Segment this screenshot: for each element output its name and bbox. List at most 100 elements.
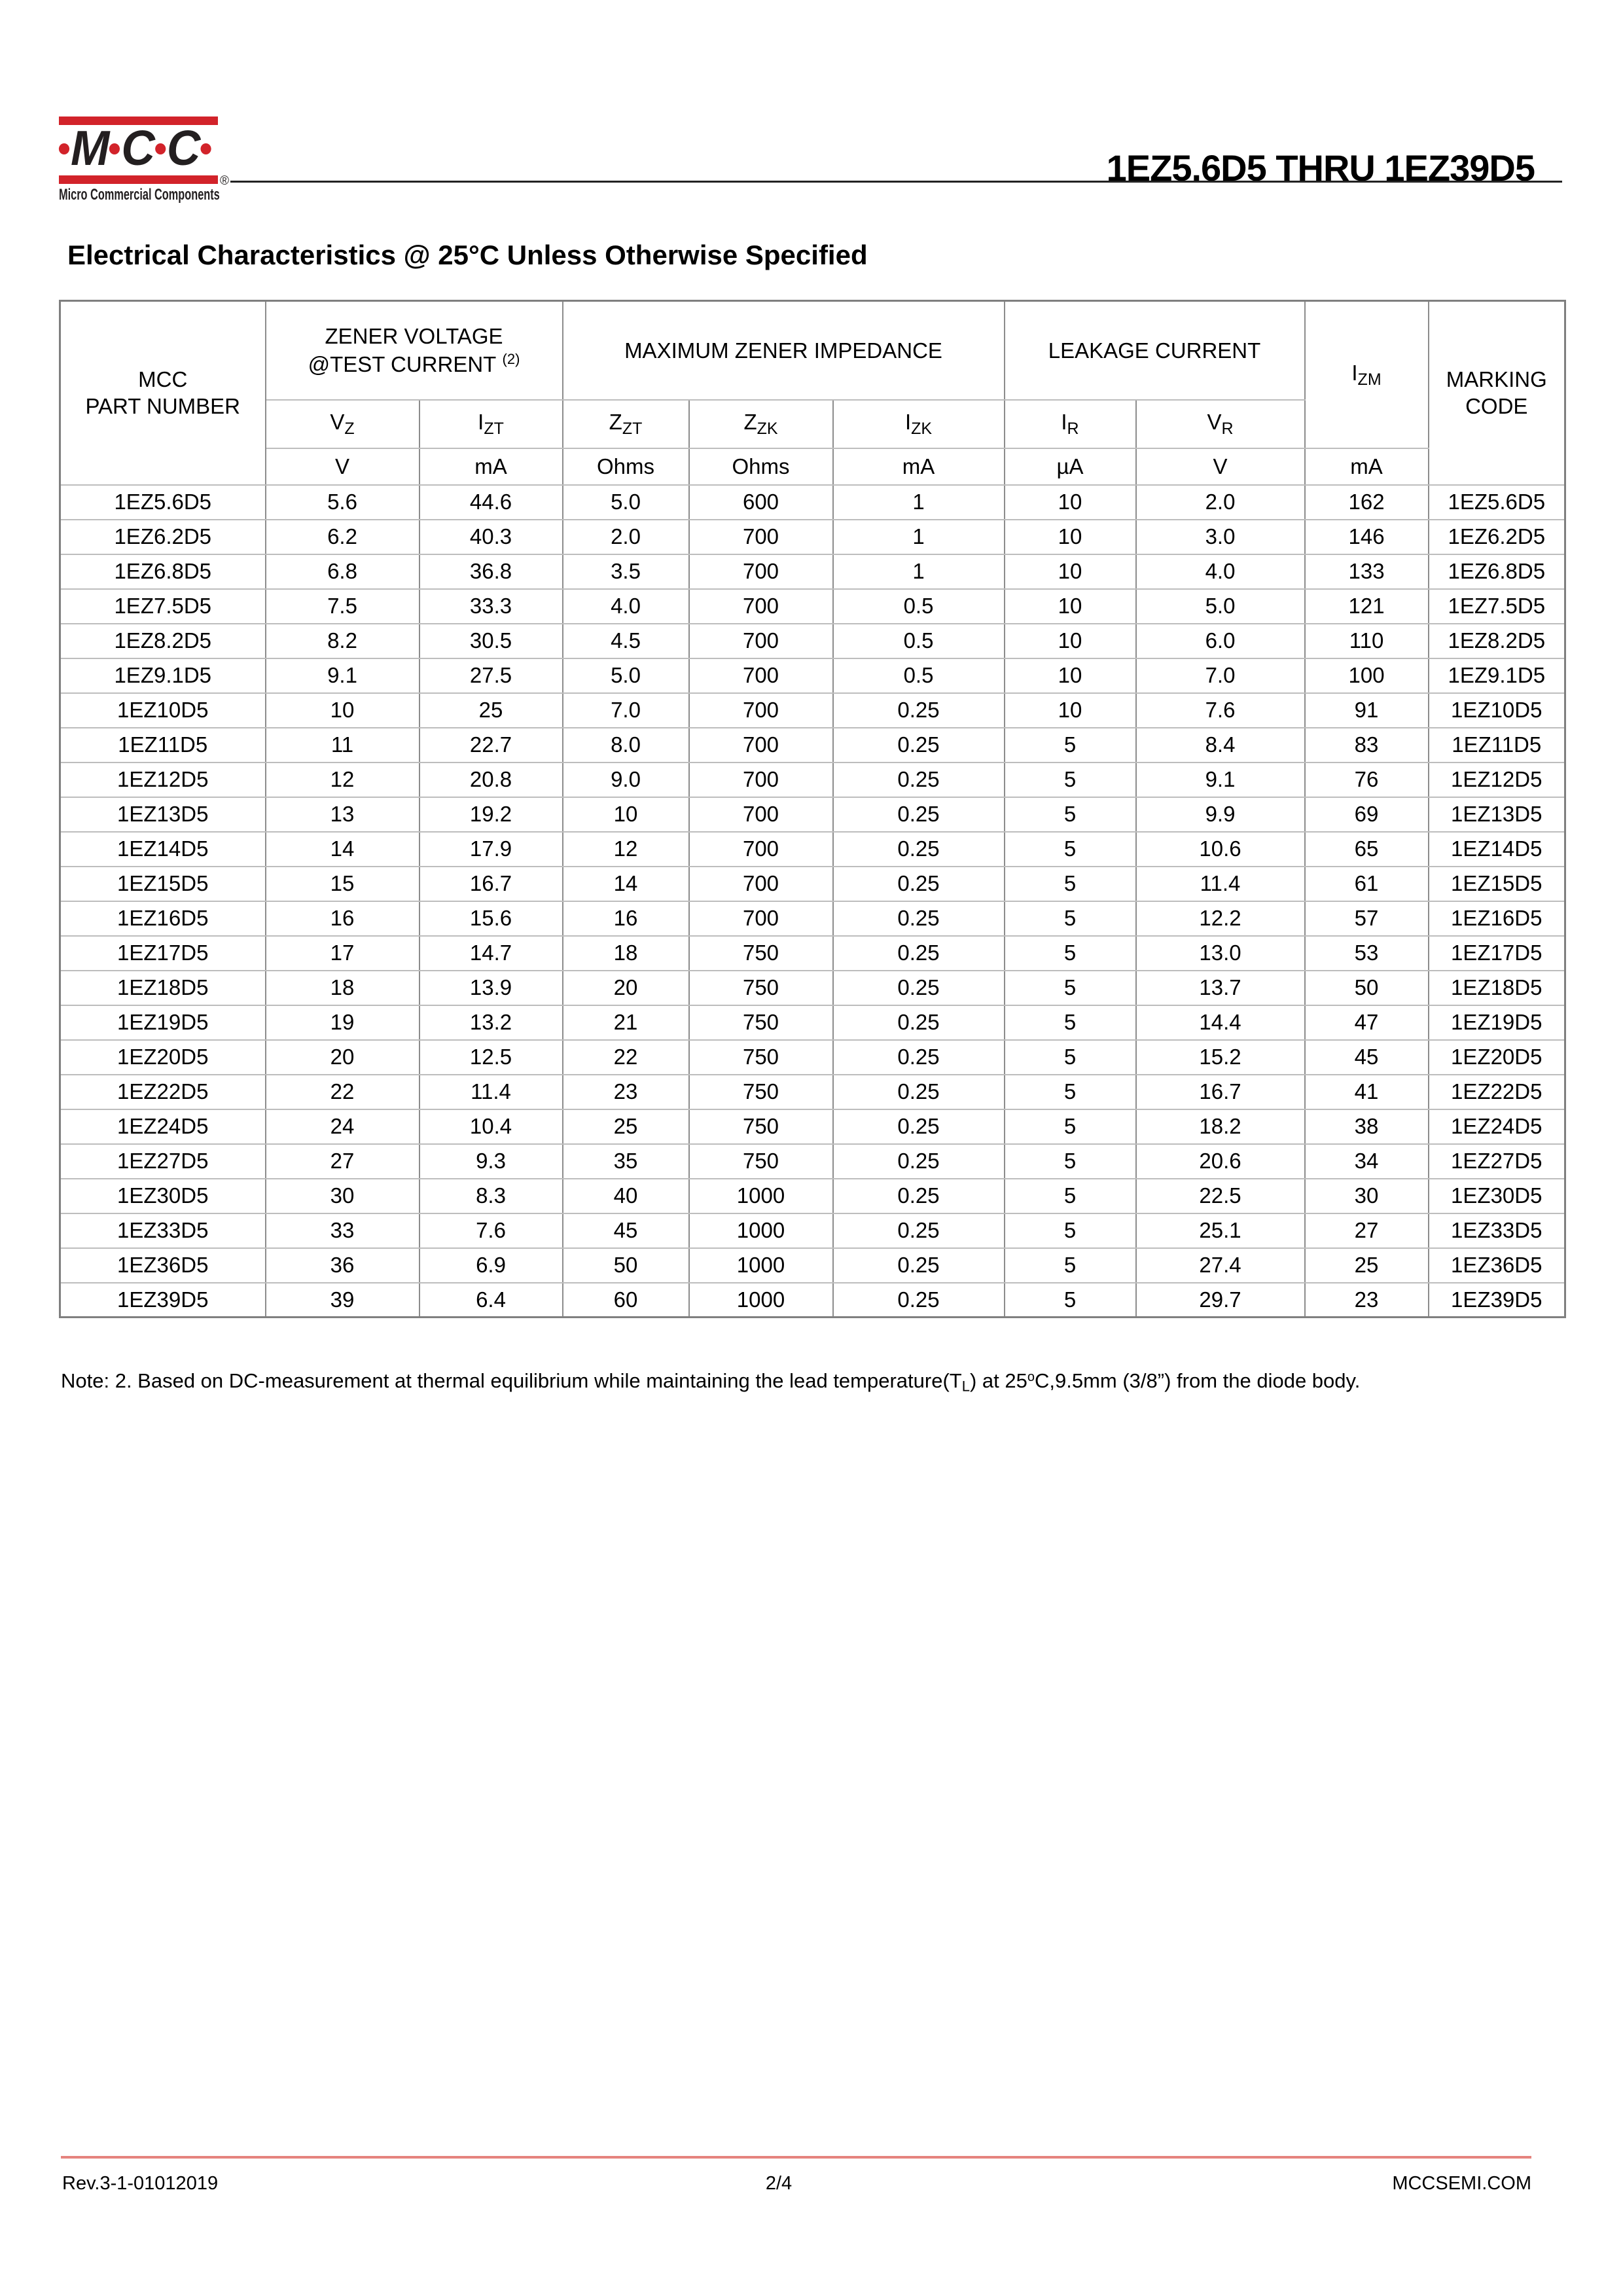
cell-ir: 10: [1003, 657, 1137, 694]
cell-izt: 11.4: [418, 1073, 563, 1110]
cell-ir: 10: [1003, 588, 1137, 624]
cell-izt: 13.9: [418, 969, 563, 1006]
unit-vr: V: [1135, 447, 1306, 486]
cell-vz: 14: [264, 831, 420, 867]
cell-vr: 5.0: [1135, 588, 1306, 624]
cell-vz: 36: [264, 1247, 420, 1283]
cell-izk: 0.25: [832, 1247, 1005, 1283]
cell-vz: 5.6: [264, 484, 420, 520]
cell-zzt: 12: [562, 831, 690, 867]
footer-revision: Rev.3-1-01012019: [62, 2173, 219, 2194]
cell-ir: 5: [1003, 900, 1137, 937]
cell-izt: 6.4: [418, 1282, 563, 1318]
cell-izk: 0.25: [832, 1282, 1005, 1318]
cell-izk: 0.5: [832, 657, 1005, 694]
unit-izk: mA: [832, 447, 1005, 486]
cell-izt: 44.6: [418, 484, 563, 520]
cell-marking-code: 1EZ39D5: [1427, 1282, 1566, 1318]
cell-vr: 8.4: [1135, 726, 1306, 763]
section-heading: Electrical Characteristics @ 25°C Unless…: [67, 240, 868, 270]
cell-zzk: 700: [688, 726, 834, 763]
table-row: 1EZ17D5 17 14.7 18 750 0.25 5 13.0 53 1E…: [59, 935, 1566, 971]
cell-vz: 9.1: [264, 657, 420, 694]
cell-izk: 1: [832, 518, 1005, 555]
cell-izk: 1: [832, 553, 1005, 590]
symbol-zzk: ZZK: [688, 399, 834, 449]
unit-zzt: Ohms: [562, 447, 690, 486]
table-row: 1EZ33D5 33 7.6 45 1000 0.25 5 25.1 27 1E…: [59, 1212, 1566, 1249]
cell-vz: 12: [264, 761, 420, 798]
cell-marking-code: 1EZ13D5: [1427, 796, 1566, 833]
cell-ir: 5: [1003, 761, 1137, 798]
cell-ir: 5: [1003, 1247, 1137, 1283]
cell-ir: 5: [1003, 1282, 1137, 1318]
cell-ir: 5: [1003, 1212, 1137, 1249]
cell-izk: 0.25: [832, 831, 1005, 867]
cell-vz: 30: [264, 1177, 420, 1214]
cell-zzk: 1000: [688, 1282, 834, 1318]
cell-zzt: 8.0: [562, 726, 690, 763]
cell-vz: 17: [264, 935, 420, 971]
cell-izk: 0.25: [832, 692, 1005, 728]
cell-izk: 0.25: [832, 1108, 1005, 1145]
cell-marking-code: 1EZ14D5: [1427, 831, 1566, 867]
cell-zzk: 700: [688, 900, 834, 937]
table-row: 1EZ5.6D5 5.6 44.6 5.0 600 1 10 2.0 162 1…: [59, 484, 1566, 520]
cell-ir: 5: [1003, 1039, 1137, 1075]
cell-marking-code: 1EZ6.8D5: [1427, 553, 1566, 590]
cell-izk: 0.25: [832, 865, 1005, 902]
cell-marking-code: 1EZ36D5: [1427, 1247, 1566, 1283]
table-row: 1EZ20D5 20 12.5 22 750 0.25 5 15.2 45 1E…: [59, 1039, 1566, 1075]
cell-zzk: 700: [688, 553, 834, 590]
col-header-izm: IZM: [1304, 300, 1429, 449]
cell-part-number: 1EZ33D5: [59, 1212, 266, 1249]
cell-zzt: 10: [562, 796, 690, 833]
cell-vz: 20: [264, 1039, 420, 1075]
cell-part-number: 1EZ15D5: [59, 865, 266, 902]
cell-marking-code: 1EZ11D5: [1427, 726, 1566, 763]
cell-zzt: 35: [562, 1143, 690, 1179]
cell-zzk: 700: [688, 831, 834, 867]
table-row: 1EZ11D5 11 22.7 8.0 700 0.25 5 8.4 83 1E…: [59, 726, 1566, 763]
symbol-vr: VR: [1135, 399, 1306, 449]
cell-izt: 6.9: [418, 1247, 563, 1283]
cell-zzt: 2.0: [562, 518, 690, 555]
col-group-leakage-current: LEAKAGE CURRENT: [1003, 300, 1306, 401]
table-row: 1EZ39D5 39 6.4 60 1000 0.25 5 29.7 23 1E…: [59, 1282, 1566, 1318]
cell-vz: 10: [264, 692, 420, 728]
cell-zzk: 700: [688, 518, 834, 555]
cell-ir: 10: [1003, 518, 1137, 555]
table-row: 1EZ9.1D5 9.1 27.5 5.0 700 0.5 10 7.0 100…: [59, 657, 1566, 694]
cell-zzt: 18: [562, 935, 690, 971]
header-group-row: MCC PART NUMBER ZENER VOLTAGE @TEST CURR…: [59, 300, 1566, 486]
cell-marking-code: 1EZ8.2D5: [1427, 622, 1566, 659]
cell-vz: 18: [264, 969, 420, 1006]
cell-vr: 3.0: [1135, 518, 1306, 555]
cell-ir: 5: [1003, 1108, 1137, 1145]
col-group-zener-voltage: ZENER VOLTAGE @TEST CURRENT (2): [264, 300, 563, 401]
cell-vr: 7.6: [1135, 692, 1306, 728]
table-row: 1EZ14D5 14 17.9 12 700 0.25 5 10.6 65 1E…: [59, 831, 1566, 867]
cell-ir: 5: [1003, 1177, 1137, 1214]
cell-vr: 25.1: [1135, 1212, 1306, 1249]
cell-izm: 23: [1304, 1282, 1429, 1318]
cell-zzt: 4.0: [562, 588, 690, 624]
cell-vz: 13: [264, 796, 420, 833]
symbol-ir: IR: [1003, 399, 1137, 449]
cell-vr: 27.4: [1135, 1247, 1306, 1283]
cell-izm: 76: [1304, 761, 1429, 798]
cell-izt: 25: [418, 692, 563, 728]
cell-marking-code: 1EZ10D5: [1427, 692, 1566, 728]
note-text-3: C,9.5mm (3/8”) from the diode body.: [1034, 1369, 1361, 1392]
cell-part-number: 1EZ5.6D5: [59, 484, 266, 520]
cell-zzk: 700: [688, 657, 834, 694]
cell-vz: 6.2: [264, 518, 420, 555]
logo-tagline: Micro Commercial Components: [59, 186, 220, 204]
cell-zzk: 750: [688, 1004, 834, 1041]
cell-vr: 7.0: [1135, 657, 1306, 694]
cell-ir: 5: [1003, 935, 1137, 971]
col-header-part-number: MCC PART NUMBER: [59, 300, 266, 486]
header-rule: [230, 181, 1562, 183]
table-row: 1EZ18D5 18 13.9 20 750 0.25 5 13.7 50 1E…: [59, 969, 1566, 1006]
